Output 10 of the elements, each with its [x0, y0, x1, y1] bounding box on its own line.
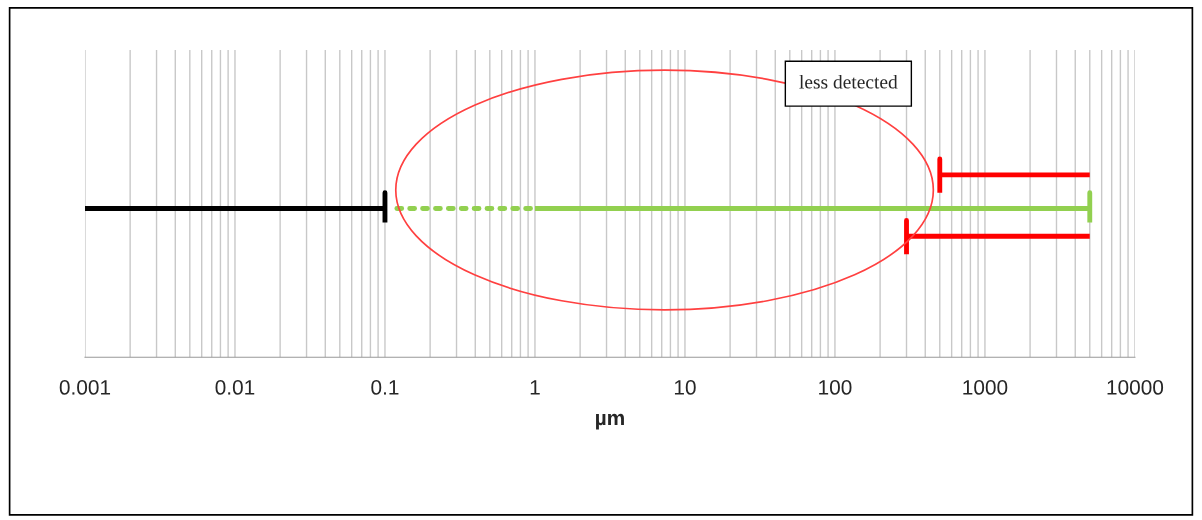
x-tick-label: 0.01: [215, 380, 255, 395]
x-tick-label: 10000: [1107, 380, 1164, 395]
x-tick-label: 10: [674, 380, 696, 395]
x-tick-label: 1000: [963, 380, 1008, 395]
text: less detected: [799, 74, 898, 89]
x-axis-title: µm: [596, 413, 624, 430]
x-tick-label: 0.001: [59, 380, 111, 395]
x-tick-label: 0.1: [371, 380, 399, 395]
x-tick-label: 100: [819, 380, 852, 395]
x-tick-label: 1: [530, 380, 540, 395]
